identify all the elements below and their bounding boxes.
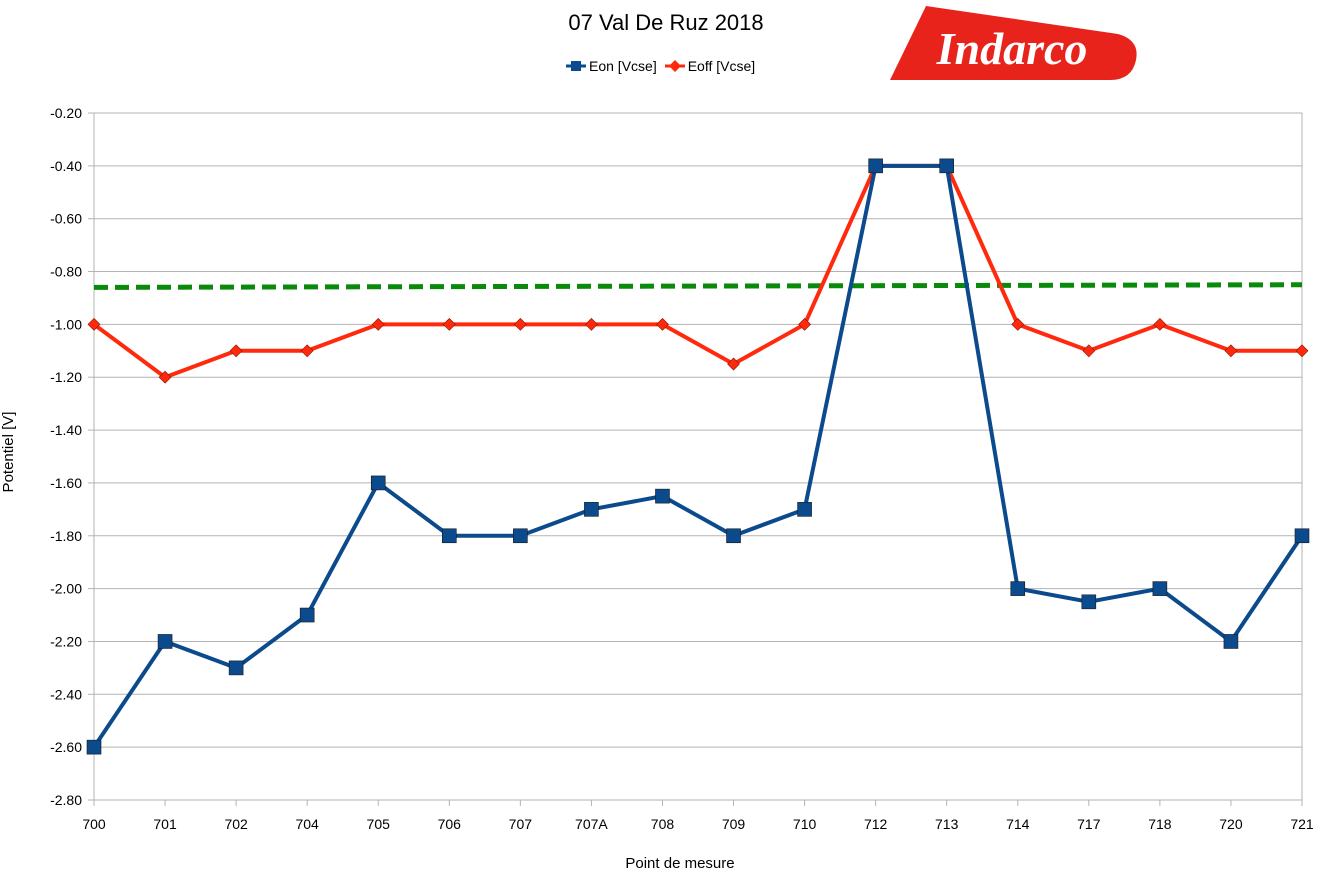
data-point-eoff bbox=[727, 357, 740, 371]
x-tick-label: 721 bbox=[1290, 816, 1314, 832]
data-point-eon bbox=[370, 475, 386, 491]
data-point-eon bbox=[228, 660, 244, 676]
data-point-eoff bbox=[1224, 344, 1238, 358]
data-point-eon bbox=[86, 739, 102, 755]
data-point-eon bbox=[1294, 528, 1310, 544]
x-tick-label: 712 bbox=[864, 816, 888, 832]
legend-label-eon: Eon [Vcse] bbox=[589, 58, 657, 74]
grid-layer bbox=[88, 112, 1303, 806]
data-point-eoff bbox=[656, 317, 669, 331]
data-point-eoff bbox=[371, 317, 385, 331]
x-tick-label: 710 bbox=[793, 816, 817, 832]
y-tick-label: -1.60 bbox=[50, 475, 82, 491]
data-point-eon bbox=[939, 158, 955, 174]
chart-legend: Eon [Vcse] Eoff [Vcse] bbox=[566, 58, 763, 74]
data-point-eon bbox=[584, 502, 599, 517]
series-line-eoff bbox=[92, 163, 1302, 380]
data-point-eoff bbox=[513, 317, 527, 331]
y-tick-label: -0.80 bbox=[50, 264, 82, 280]
y-tick-label: -2.40 bbox=[50, 686, 82, 702]
data-point-eoff bbox=[158, 370, 172, 384]
legend-item-eon: Eon [Vcse] bbox=[566, 58, 657, 74]
logo-text: Indarco bbox=[936, 23, 1088, 74]
y-tick-label: -2.20 bbox=[50, 633, 82, 649]
data-point-eon bbox=[797, 502, 812, 517]
data-point-eoff bbox=[300, 344, 314, 358]
data-point-eon bbox=[513, 528, 528, 544]
y-tick-label: -1.20 bbox=[50, 369, 82, 385]
reference-layer bbox=[93, 282, 1303, 290]
indarco-logo: Indarco bbox=[890, 6, 1137, 80]
legend-swatch-eon bbox=[566, 61, 586, 71]
x-tick-label: 713 bbox=[935, 816, 959, 832]
data-point-eon bbox=[299, 607, 315, 623]
y-tick-label: -0.60 bbox=[50, 211, 82, 227]
data-point-eoff bbox=[1153, 317, 1167, 331]
data-point-eoff bbox=[1082, 344, 1096, 358]
data-point-eoff bbox=[798, 317, 812, 331]
data-point-eon bbox=[655, 488, 670, 504]
y-tick-label: -1.40 bbox=[50, 422, 82, 438]
x-tick-label: 707A bbox=[575, 816, 608, 832]
x-tick-label: 704 bbox=[295, 816, 319, 832]
x-tick-label: 709 bbox=[722, 816, 746, 832]
y-tick-label: -2.00 bbox=[50, 581, 82, 597]
data-point-eoff bbox=[229, 344, 243, 358]
data-point-eon bbox=[868, 158, 883, 174]
data-point-eoff bbox=[584, 317, 598, 331]
x-tick-label: 708 bbox=[651, 816, 675, 832]
series-line-eon bbox=[92, 163, 1304, 749]
y-tick-label: -1.00 bbox=[50, 316, 82, 332]
data-point-eon bbox=[1010, 581, 1026, 596]
x-tick-label: 702 bbox=[224, 816, 248, 832]
y-tick-label: -2.60 bbox=[50, 739, 82, 755]
legend-swatch-eoff bbox=[664, 60, 685, 72]
x-tick-label: 714 bbox=[1006, 816, 1030, 832]
data-point-eon bbox=[726, 528, 741, 544]
data-point-eoff bbox=[87, 317, 101, 331]
tick-layer: -0.20 -0.40 -0.60 -0.80 -1.00 -1.20 -1.40 -1.60… bbox=[50, 105, 1314, 832]
data-point-eon bbox=[1152, 581, 1168, 596]
x-tick-label: 718 bbox=[1148, 816, 1172, 832]
x-tick-label: 720 bbox=[1219, 816, 1243, 832]
data-point-eon bbox=[157, 634, 173, 649]
legend-item-eoff: Eoff [Vcse] bbox=[664, 58, 756, 74]
x-tick-label: 700 bbox=[82, 816, 106, 832]
chart-title: 07 Val De Ruz 2018 bbox=[568, 10, 764, 35]
data-point-eoff bbox=[442, 317, 456, 331]
y-tick-label: -0.20 bbox=[50, 105, 82, 121]
series-layer bbox=[86, 158, 1310, 755]
y-tick-label: -1.80 bbox=[50, 528, 82, 544]
data-point-eon bbox=[1081, 594, 1097, 610]
x-tick-label: 705 bbox=[367, 816, 391, 832]
y-tick-label: -0.40 bbox=[50, 158, 82, 174]
y-axis-title: Potentiel [V] bbox=[0, 412, 17, 493]
data-point-eon bbox=[441, 528, 457, 544]
data-point-eoff bbox=[1295, 344, 1309, 358]
x-tick-label: 707 bbox=[509, 816, 533, 832]
legend-label-eoff: Eoff [Vcse] bbox=[687, 58, 756, 74]
x-tick-label: 717 bbox=[1077, 816, 1101, 832]
x-axis-title: Point de mesure bbox=[625, 855, 734, 872]
data-point-eon bbox=[1223, 634, 1239, 649]
x-tick-label: 706 bbox=[438, 816, 462, 832]
y-tick-label: -2.80 bbox=[50, 792, 82, 808]
data-point-eoff bbox=[1011, 317, 1025, 331]
reference-threshold-line bbox=[93, 282, 1303, 290]
x-tick-label: 701 bbox=[153, 816, 177, 832]
